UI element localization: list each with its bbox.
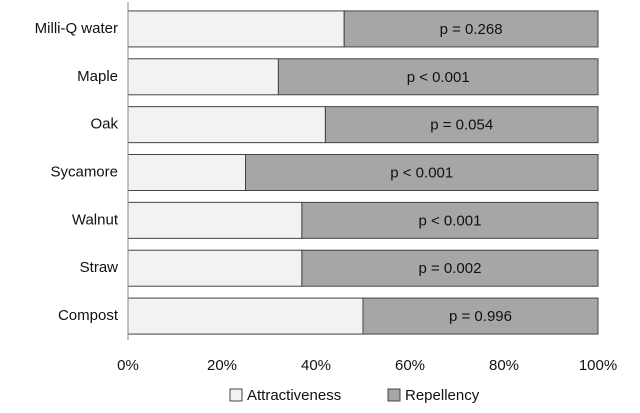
bar-segment — [127, 154, 246, 191]
y-tick-label: Straw — [80, 259, 119, 276]
p-value-label: p = 0.002 — [418, 260, 481, 277]
x-tick-label: 40% — [301, 357, 331, 374]
bar-segment — [245, 154, 599, 191]
y-tick-label: Oak — [90, 116, 118, 133]
bar-segment — [127, 297, 364, 335]
bar-segment — [127, 58, 279, 96]
bar-segment — [301, 201, 599, 239]
legend-swatch — [387, 388, 401, 402]
x-tick-label: 100% — [579, 357, 617, 374]
y-tick-label: Milli-Q water — [35, 20, 118, 37]
x-tick-label: 80% — [489, 357, 519, 374]
bar-segment — [301, 249, 599, 287]
legend-swatch — [229, 388, 243, 402]
bar-segment — [127, 106, 326, 144]
y-tick-label: Sycamore — [50, 163, 118, 180]
x-tick-label: 20% — [207, 357, 237, 374]
p-value-label: p = 0.054 — [430, 117, 493, 134]
p-value-label: p < 0.001 — [407, 69, 470, 86]
p-value-label: p = 0.268 — [440, 21, 503, 38]
bar-segment — [324, 106, 599, 144]
bar-segment — [277, 58, 599, 96]
legend-label: Repellency — [405, 387, 480, 404]
y-tick-label: Walnut — [72, 211, 119, 228]
x-tick-label: 60% — [395, 357, 425, 374]
bar-segment — [127, 10, 345, 48]
legend-label: Attractiveness — [247, 387, 341, 404]
bar-segment — [362, 297, 599, 335]
p-value-label: p < 0.001 — [390, 164, 453, 181]
x-tick-label: 0% — [117, 357, 139, 374]
bar-segment — [343, 10, 599, 48]
y-tick-label: Compost — [58, 307, 119, 324]
y-tick-label: Maple — [77, 68, 118, 85]
bar-segment — [127, 201, 303, 239]
p-value-label: p = 0.996 — [449, 308, 512, 325]
bar-segment — [127, 249, 303, 287]
p-value-label: p < 0.001 — [418, 212, 481, 229]
